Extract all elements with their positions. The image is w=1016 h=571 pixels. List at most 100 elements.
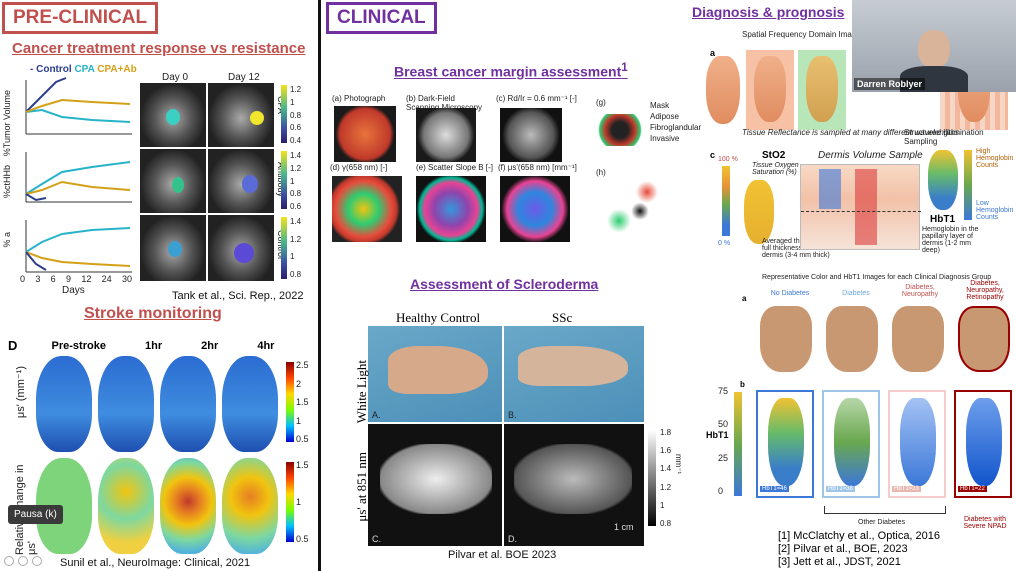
cbar-tick: 1 <box>296 415 302 426</box>
stroke-col-2hr: 2hr <box>201 340 219 352</box>
sto2-label: StO2 <box>762 150 786 161</box>
panel-a-label: (a) Photograph <box>332 94 386 103</box>
mouse-antibody-day12 <box>208 149 274 213</box>
colorbar-antibody <box>281 151 287 209</box>
cbar-tick: 1.2 <box>660 482 672 492</box>
sole-photo-1 <box>760 306 812 372</box>
panel-b-label: (b) Dark-Field Scanning Microscopy <box>406 94 482 112</box>
scl-colorbar <box>648 430 656 526</box>
legend-fibroglandular: Fibroglandular <box>650 123 702 132</box>
brain-2hr <box>160 356 216 452</box>
brain-4hr <box>222 356 278 452</box>
legend-control-label: Control <box>36 64 72 75</box>
severe-label: Diabetes with Severe NPAD <box>963 516 1007 530</box>
group-neuropathy: Diabetes, Neuropathy <box>901 284 939 298</box>
stroke-col-pre: Pre-stroke <box>51 340 106 352</box>
cbar-tick: 0.5 <box>296 534 309 544</box>
cbar-tick: 1.4 <box>660 464 672 474</box>
ref-1: [1] McClatchy et al., Optica, 2016 <box>778 530 941 542</box>
speaker-video[interactable]: Darren Roblyer <box>852 0 1016 92</box>
cbar-tick: 1 <box>296 497 302 507</box>
sole-photo-2 <box>826 306 878 372</box>
scl-letter-b: B. <box>508 410 517 420</box>
stroke-cbar-bottom-ticks: 1.5 1 0.5 <box>296 460 309 544</box>
foot-sfdi-frame-2 <box>798 50 846 130</box>
panel-h-label: (h) <box>596 168 606 177</box>
dermis-diagram <box>800 164 921 250</box>
dermis-red-beam <box>855 169 877 245</box>
plot-tumor-volume <box>25 77 132 135</box>
hbt-axis-ticks: 75 50 25 0 <box>718 386 728 496</box>
panel-a-right: a <box>710 48 716 58</box>
cbar-tick: 0.8 <box>290 269 302 279</box>
hbt-tick: 50 <box>718 419 729 430</box>
rewind-icon[interactable] <box>4 556 14 566</box>
section-divider <box>318 0 321 571</box>
scl-letter-d: D. <box>508 534 517 544</box>
cbar-ticks-control: 1.4 1.2 1 0.8 <box>290 217 301 279</box>
legend-adipose: Adipose <box>650 112 679 121</box>
hand-ssc-mus <box>504 424 644 546</box>
cbar-tick: 1 <box>290 176 295 186</box>
cbar-tick: 1.5 <box>296 460 309 470</box>
group-no-diabetes: No Diabetes <box>770 290 810 297</box>
colorbar-control <box>281 217 287 279</box>
mouse-control-day12 <box>208 215 274 281</box>
pause-tooltip: Pausa (k) <box>8 505 63 524</box>
stroke-cbar-bottom <box>286 462 294 542</box>
forward-icon[interactable] <box>32 556 42 566</box>
brain-rel-4hr <box>222 458 278 554</box>
tissue-reflectance-text: Tissue Reflectance is sampled at many di… <box>742 128 959 137</box>
foot-skin-sample-1 <box>706 56 740 124</box>
sto2-colorbar <box>722 166 730 236</box>
scl-letter-a: A. <box>372 410 381 420</box>
sole-photo-3 <box>892 306 944 372</box>
cbar-tick: 2.5 <box>296 360 309 370</box>
cbar-tick: 1.2 <box>290 234 302 244</box>
cbar-tick: 1 <box>290 252 295 262</box>
scl-row-white: White Light <box>354 360 369 424</box>
player-controls[interactable] <box>4 556 58 570</box>
brain-rel-2hr <box>160 458 216 554</box>
hbt-tick: 25 <box>718 452 729 463</box>
scl-col-healthy: Healthy Control <box>396 310 481 325</box>
panel-a2: a <box>742 294 747 303</box>
pause-icon[interactable] <box>18 556 28 566</box>
panel-f-label: (f) μs'(658 nm) [mm⁻¹] <box>498 163 577 172</box>
xtick: 6 <box>50 274 56 284</box>
dermis-blue-beam <box>819 169 841 209</box>
tank-citation: Tank et al., Sci. Rep., 2022 <box>172 290 304 302</box>
mouse-cpa-day0 <box>140 83 206 147</box>
xtick: 12 <box>81 274 92 284</box>
cbar-tick: 2 <box>296 378 302 389</box>
breast-darkfield <box>416 108 476 162</box>
legend-mask: Mask <box>650 101 670 110</box>
high-hb-label: High Hemoglobin Counts <box>976 148 1014 169</box>
hbt-desc: Hemoglobin in the papillary layer of der… <box>922 226 979 254</box>
scl-col-ssc: SSc <box>552 310 573 325</box>
hbt-value-2: HbT1=38 <box>826 486 855 492</box>
panel-b-right: b <box>740 380 745 389</box>
hbt-axis-colorbar <box>734 392 742 496</box>
breast-title-text: Breast cancer margin assessment <box>394 63 622 80</box>
hbt-value-3: HbT1=33 <box>892 486 921 492</box>
cbar-tick: 0.6 <box>290 202 302 211</box>
speaker-name: Darren Roblyer <box>854 78 926 90</box>
cbar-ticks-cpa: 1.2 1 0.8 0.6 0.4 <box>290 85 301 145</box>
stroke-cbar-top <box>286 362 294 442</box>
sole-photo-4 <box>958 306 1010 372</box>
speaker-face <box>918 30 950 68</box>
stroke-cbar-top-ticks: 2.5 2 1.5 1 0.5 <box>296 360 309 444</box>
stroke-col-headers: Pre-stroke 1hr 2hr 4hr <box>32 340 294 352</box>
sfdi-title: Spatial Frequency Domain Imaging <box>742 30 867 39</box>
mouse-cpa-day12 <box>208 83 274 147</box>
foot-sfdi-frame-1 <box>746 50 794 130</box>
diagnosis-title: Diagnosis & prognosis <box>692 4 845 20</box>
hbt-tick: 0 <box>718 485 724 496</box>
cbar-tick: 1 <box>660 500 665 510</box>
mouse-antibody-day0 <box>140 149 206 213</box>
legend-control: - <box>30 64 37 75</box>
stroke-title: Stroke monitoring <box>84 305 222 322</box>
hbt-frame-2 <box>822 390 880 498</box>
legend-cpa-ab-label: CPA+Ab <box>97 64 137 75</box>
